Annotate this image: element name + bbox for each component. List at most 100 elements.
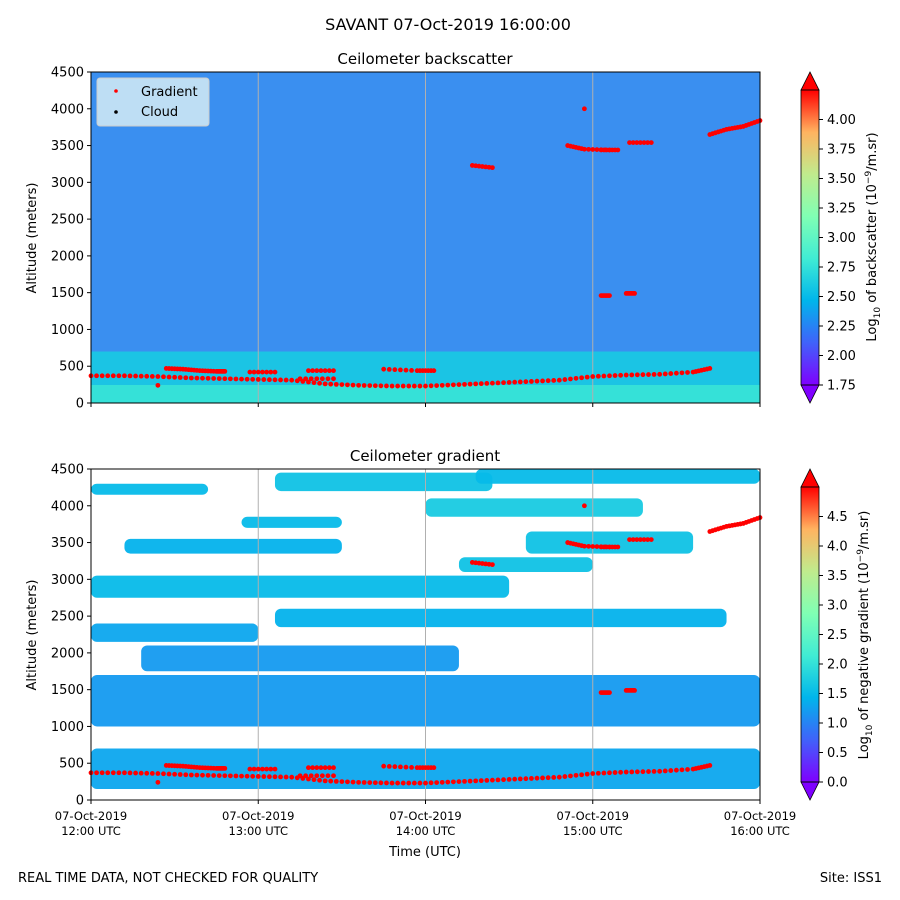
colorbar-max-arrow [800,468,820,488]
gradient-marker [239,376,244,382]
gradient-marker [630,537,636,543]
gradient-marker [267,774,272,780]
gradient-marker [356,779,361,785]
gradient-marker [267,377,272,383]
gradient-marker [261,774,267,779]
gradient-marker [512,776,518,782]
gradient-marker [551,378,557,383]
gradient-marker [161,771,166,777]
colorbar-tick-label: 3.25 [827,202,856,217]
gradient-marker [523,379,529,385]
gradient-marker [490,562,495,568]
gradient-marker [386,367,392,372]
gradient-marker [640,769,646,775]
gradient-marker [545,378,551,384]
gradient-marker [629,769,635,775]
gradient-marker [573,375,579,381]
gradient-marker [648,140,654,146]
y-tick-label: 500 [59,757,84,772]
y-tick-label: 4000 [51,102,84,117]
gradient-marker [501,777,506,783]
gradient-marker [144,373,150,379]
gradient-marker [517,776,523,782]
gradient-panel: Ceilometer gradient 0 500 1000 1500 2000 2500… [25,447,875,860]
gradient-marker [331,368,336,374]
gradient-marker [350,779,356,785]
gradient-marker [594,147,600,153]
x-tick-date-label: 07-Oct-2019 [55,809,127,823]
gradient-marker [473,778,479,784]
gradient-marker [325,376,331,382]
gradient-band [458,557,593,572]
gradient-marker [205,375,211,381]
gradient-marker [392,764,398,770]
gradient-marker [260,766,265,772]
gradient-marker [395,383,401,389]
gradient-marker [612,373,618,378]
gradient-marker [322,381,328,387]
gradient-marker [183,375,189,381]
legend-cloud-label: Cloud [141,105,178,120]
gradient-band [425,498,643,517]
gradient-marker [478,778,484,784]
gradient-marker [581,106,587,112]
gradient-marker [333,381,339,387]
gradient-marker [172,374,178,380]
x-tick-date-label: 07-Oct-2019 [222,809,294,823]
gradient-marker [205,772,211,778]
gradient-marker [450,779,456,785]
gradient-marker [278,377,283,383]
gradient-marker [456,779,462,785]
colorbar-tick-label: 1.75 [827,379,856,394]
gradient-marker [325,773,331,779]
colorbar-min-arrow [800,781,820,801]
legend: Gradient Cloud [96,77,210,127]
gradient-marker [673,767,679,773]
gradient-marker [579,772,584,778]
gradient-marker [423,383,428,389]
gradient-band [274,472,493,492]
gradient-marker [534,775,540,781]
gradient-marker [227,773,233,779]
colorbar-tick-label: 0.5 [827,746,848,761]
gradient-marker [339,779,345,785]
gradient-marker [317,777,322,783]
gradient-marker [310,765,316,771]
gradient-marker [133,770,139,776]
gradient-marker [434,383,440,388]
gradient-marker [627,537,632,543]
legend-box [96,77,210,127]
gradient-marker [529,379,534,384]
gradient-marker [177,375,183,380]
gradient-marker [467,778,473,784]
gradient-marker [685,767,690,772]
gradient-marker [638,140,643,146]
gradient-marker [110,373,116,379]
gradient-marker [586,146,591,152]
gradient-marker [116,373,122,379]
gradient-marker [398,367,403,373]
gradient-marker [428,383,434,389]
gradient-marker [581,503,587,509]
gradient-marker [94,770,99,776]
y-tick-label: 3500 [51,536,84,551]
gradient-marker [584,374,590,380]
gradient-gradient-markers [88,503,763,786]
gradient-marker [450,382,456,388]
y-tick-label: 1000 [51,720,84,735]
gradient-marker [409,367,414,373]
gradient-marker [251,369,257,375]
gradient-marker [303,773,309,779]
colorbar-tick-label: 2.75 [827,261,856,276]
gradient-marker [595,770,601,776]
gradient-colorbar-label: Log10 of negative gradient (10−9/m.sr) [856,511,875,760]
gradient-marker [331,376,336,382]
gradient-marker [149,373,155,379]
gradient-marker [317,380,322,386]
gradient-marker [306,379,311,385]
colorbar-tick-label: 2.50 [827,290,856,305]
gradient-marker [272,369,278,375]
gradient-marker [431,765,437,771]
gradient-marker [646,372,651,377]
gradient-marker [250,773,256,779]
